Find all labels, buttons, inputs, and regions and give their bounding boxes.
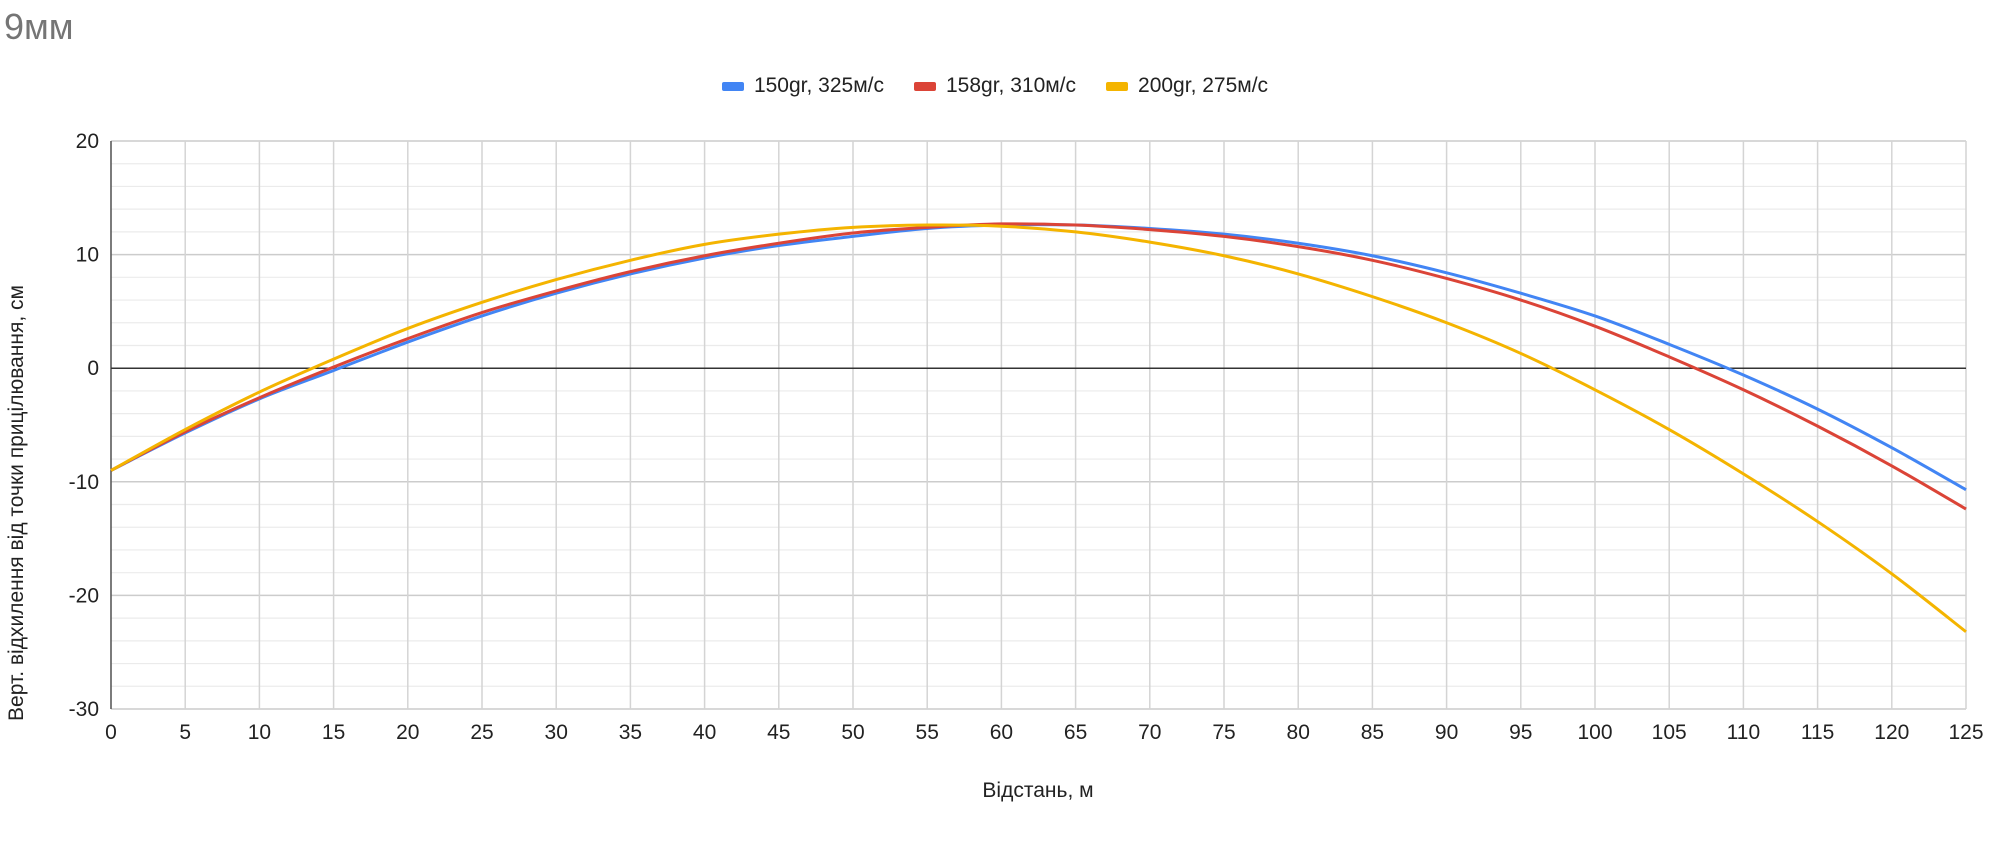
x-tick-label: 55 (916, 721, 939, 744)
series-lines (110, 222, 1967, 633)
legend: 150gr, 325м/с 158gr, 310м/с 200gr, 275м/с (0, 74, 1990, 98)
y-tick-label: 0 (87, 357, 99, 380)
y-tick-label: 20 (76, 130, 99, 153)
x-tick-label: 50 (841, 721, 864, 744)
x-tick-label: 30 (545, 721, 568, 744)
x-tick-label: 95 (1509, 721, 1532, 744)
chart-title: 9мм (4, 6, 74, 47)
legend-item: 200gr, 275м/с (1106, 74, 1268, 98)
legend-item: 158gr, 310м/с (913, 74, 1077, 98)
x-tick-label: 0 (105, 721, 117, 744)
x-tick-label: 120 (1874, 721, 1909, 744)
y-tick-label: 10 (76, 244, 99, 267)
series-line-3 (110, 223, 1967, 633)
y-axis-tick-labels: -30 -20 -10 0 10 20 (69, 130, 99, 721)
x-tick-label: 10 (248, 721, 271, 744)
x-tick-label: 100 (1577, 721, 1612, 744)
legend-swatch (721, 81, 744, 91)
x-axis-title: Відстань, м (982, 779, 1093, 802)
x-tick-label: 75 (1212, 721, 1235, 744)
x-tick-label: 85 (1361, 721, 1384, 744)
x-tick-label: 45 (767, 721, 790, 744)
legend-swatch (913, 81, 936, 91)
x-axis-tick-labels: 0 5 10 15 20 25 30 35 40 45 50 55 60 65 70 75 80 85 90 95 10… (105, 721, 1983, 744)
legend-item: 150gr, 325м/с (721, 74, 884, 98)
y-axis-title: Верт. відхилення від точки прицілювання,… (5, 285, 28, 721)
y-tick-label: -30 (69, 698, 99, 721)
x-tick-label: 105 (1652, 721, 1687, 744)
x-tick-label: 5 (179, 721, 191, 744)
x-tick-label: 90 (1435, 721, 1458, 744)
x-tick-label: 70 (1138, 721, 1161, 744)
y-tick-label: -10 (69, 471, 99, 494)
x-tick-label: 65 (1064, 721, 1087, 744)
x-tick-label: 40 (693, 721, 716, 744)
x-tick-label: 115 (1801, 721, 1834, 744)
series-line-2 (110, 222, 1967, 511)
major-gridlines (110, 140, 1967, 710)
minor-gridlines (111, 163, 1966, 687)
legend-label: 150gr, 325м/с (753, 74, 884, 97)
x-tick-label: 25 (470, 721, 493, 744)
legend-swatch (1106, 81, 1129, 91)
y-tick-label: -20 (69, 584, 99, 607)
x-tick-label: 15 (322, 721, 345, 744)
legend-label: 200gr, 275м/с (1138, 74, 1269, 97)
x-tick-label: 125 (1948, 721, 1983, 744)
x-tick-label: 110 (1727, 721, 1760, 744)
x-tick-label: 60 (990, 721, 1013, 744)
x-tick-label: 35 (619, 721, 642, 744)
legend-label: 158gr, 310м/с (945, 74, 1077, 97)
series-line-1 (110, 223, 1967, 492)
x-tick-label: 80 (1287, 721, 1310, 744)
x-tick-label: 20 (396, 721, 419, 744)
